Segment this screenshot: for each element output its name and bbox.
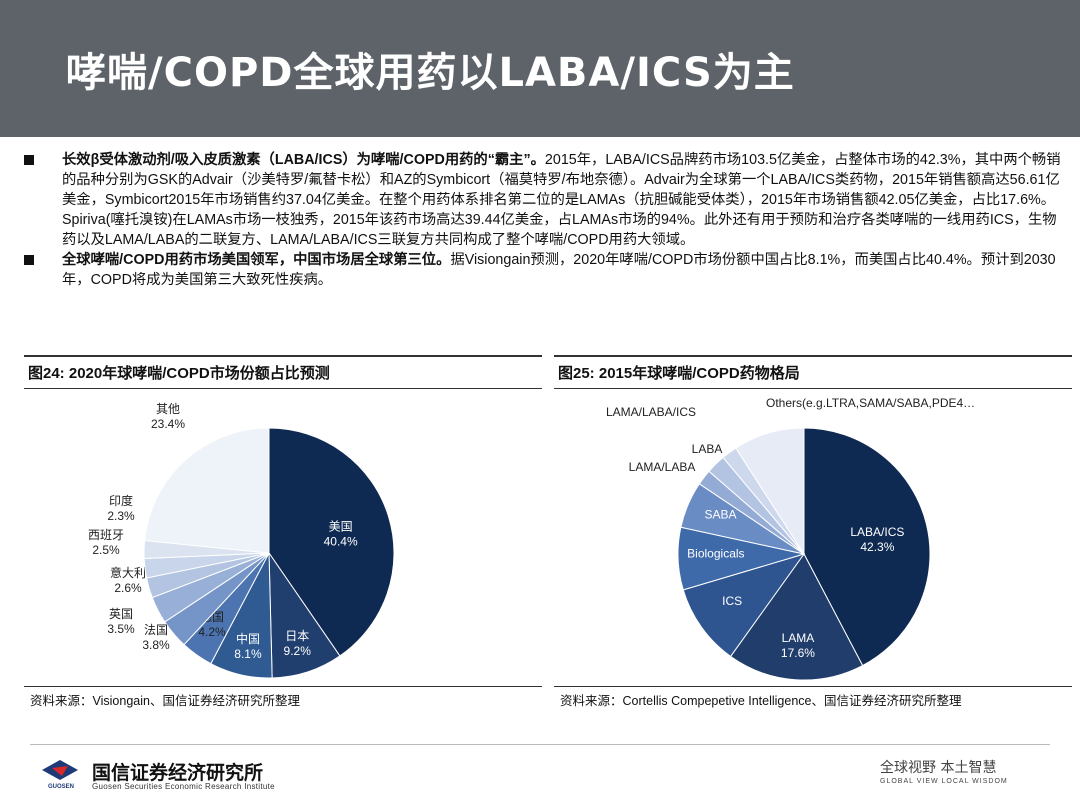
bullet-square-icon bbox=[24, 155, 34, 165]
company-name-cn: 国信证券经济研究所 bbox=[92, 763, 264, 784]
pie-slice-others-e-g-ltra-sama-saba-pde4 bbox=[735, 427, 805, 556]
slice-name-日本: 日本 bbox=[285, 629, 309, 643]
slice-name-西班牙: 西班牙 bbox=[88, 528, 124, 542]
footer-divider bbox=[30, 744, 1050, 745]
slice-value-印度: 2.3% bbox=[107, 509, 135, 523]
slice-value-西班牙: 2.5% bbox=[92, 543, 120, 557]
slice-name-ics: ICS bbox=[722, 594, 742, 608]
market-share-pie-chart: 美国40.4%日本9.2%中国8.1%德国4.2%法国3.8%英国3.5%意大利… bbox=[88, 402, 395, 679]
bullet-2: 全球哮喘/COPD用药市场美国领军，中国市场居全球第三位。据Visiongain… bbox=[24, 250, 1064, 290]
slice-name-其他: 其他 bbox=[156, 402, 180, 416]
pie-slice-ics bbox=[682, 553, 806, 658]
bullet-1-bold: 长效β受体激动剂/吸入皮质激素（LABA/ICS）为哮喘/COPD用药的“霸主”… bbox=[62, 152, 545, 168]
slice-value-英国: 3.5% bbox=[107, 622, 135, 636]
slice-value-德国: 4.2% bbox=[198, 625, 226, 639]
slice-name-法国: 法国 bbox=[144, 623, 168, 637]
motto-en: GLOBAL VIEW LOCAL WISDOM bbox=[880, 778, 1008, 785]
slice-value-lama: 17.6% bbox=[781, 646, 815, 660]
slice-name-biologicals: Biologicals bbox=[687, 546, 744, 560]
bullet-1-text: 2015年，LABA/ICS品牌药市场103.5亿美金，占整体市场的42.3%，… bbox=[62, 152, 1061, 248]
slice-name-印度: 印度 bbox=[109, 493, 133, 508]
bullet-1: 长效β受体激动剂/吸入皮质激素（LABA/ICS）为哮喘/COPD用药的“霸主”… bbox=[24, 150, 1064, 250]
bullet-2-bold: 全球哮喘/COPD用药市场美国领军，中国市场居全球第三位。 bbox=[62, 252, 451, 268]
slice-value-laba-ics: 42.3% bbox=[860, 540, 894, 554]
slice-name-laba-ics: LABA/ICS bbox=[850, 525, 904, 539]
figure-25-source: 资料来源：Cortellis Compepetive Intelligence、… bbox=[554, 686, 1072, 709]
slice-value-美国: 40.4% bbox=[324, 535, 358, 549]
logo-text: GUOSEN bbox=[48, 784, 74, 790]
slice-value-法国: 3.8% bbox=[142, 638, 170, 652]
slice-name-laba: LABA bbox=[692, 442, 723, 456]
page-title: 哮喘/COPD全球用药以LABA/ICS为主 bbox=[66, 50, 795, 96]
slice-name-lama: LAMA bbox=[782, 631, 815, 645]
pie-slice-其他 bbox=[144, 427, 270, 554]
slice-value-其他: 23.4% bbox=[151, 417, 185, 431]
slice-name-lama-laba-ics: LAMA/LABA/ICS bbox=[606, 405, 696, 419]
slice-value-意大利: 2.6% bbox=[114, 581, 142, 595]
slice-name-英国: 英国 bbox=[109, 607, 133, 621]
pie-slice-lama bbox=[729, 553, 864, 681]
guosen-logo-icon: GUOSEN bbox=[42, 760, 78, 790]
slice-name-others-e-g-ltra-sama-saba-pde4: Others(e.g.LTRA,SAMA/SABA,PDE4… bbox=[766, 396, 975, 410]
slice-name-美国: 美国 bbox=[329, 520, 353, 534]
header-banner: 哮喘/COPD全球用药以LABA/ICS为主 bbox=[0, 0, 1080, 137]
bullet-square-icon bbox=[24, 255, 34, 265]
pie-slice-laba-ics bbox=[803, 427, 931, 667]
slice-value-中国: 8.1% bbox=[234, 647, 262, 661]
bullet-2-text: 据Visiongain预测，2020年哮喘/COPD市场份额中国占比8.1%，而… bbox=[62, 252, 1056, 288]
slice-name-saba: SABA bbox=[705, 507, 737, 521]
figure-25-panel: 图25: 2015年球哮喘/COPD药物格局 LABA/ICS 42.3% LAMA… bbox=[554, 355, 1072, 711]
company-name-en: Guosen Securities Economic Research Inst… bbox=[92, 782, 275, 791]
slice-name-lama-laba: LAMA/LABA bbox=[629, 460, 696, 474]
slice-name-中国: 中国 bbox=[236, 631, 260, 646]
figure-24-title: 图24: 2020年球哮喘/COPD市场份额占比预测 bbox=[24, 355, 542, 389]
slice-value-日本: 9.2% bbox=[284, 644, 312, 658]
motto-cn: 全球视野 本土智慧 bbox=[880, 760, 997, 776]
figure-24-source: 资料来源：Visiongain、国信证券经济研究所整理 bbox=[24, 686, 542, 709]
figure-25-title: 图25: 2015年球哮喘/COPD药物格局 bbox=[554, 355, 1072, 389]
figure-24-panel: 图24: 2020年球哮喘/COPD市场份额占比预测 美国 40.4% 日本 9.2%… bbox=[24, 355, 542, 711]
pie-slice-美国 bbox=[268, 427, 395, 657]
body-text: 长效β受体激动剂/吸入皮质激素（LABA/ICS）为哮喘/COPD用药的“霸主”… bbox=[24, 150, 1064, 290]
slice-name-意大利: 意大利 bbox=[110, 565, 146, 580]
